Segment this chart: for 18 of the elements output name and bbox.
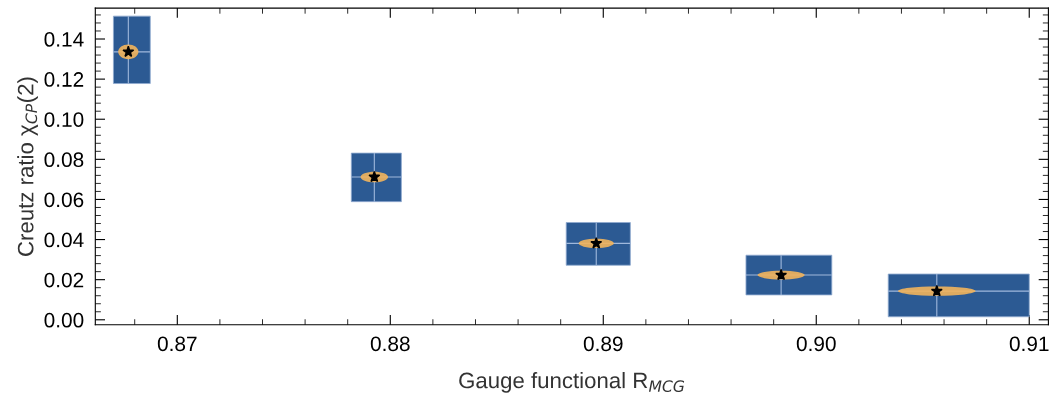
- y-tick-label: 0.06: [44, 192, 84, 208]
- y-tick-label: 0.08: [44, 152, 84, 168]
- y-tick-label: 0.00: [44, 312, 84, 328]
- y-tick-label: 0.04: [44, 232, 84, 248]
- y-tick-label: 0.10: [44, 112, 84, 127]
- point: [775, 268, 788, 281]
- x-tick-label: 0.87: [157, 336, 197, 352]
- point: [930, 284, 943, 297]
- y-axis-title: Creutz ratio χ$_{CP}$(2): [17, 77, 38, 256]
- point: [590, 237, 603, 249]
- x-axis-title: Gauge functional R$_{MCG}$: [459, 372, 685, 393]
- x-tick-label: 0.89: [583, 336, 623, 352]
- y-tick-label: 0.12: [44, 72, 84, 87]
- x-tick-label: 0.90: [796, 336, 836, 352]
- x-tick-label: 0.91: [1009, 336, 1049, 352]
- y-tick-label: 0.14: [44, 32, 84, 47]
- y-tick-label: 0.02: [44, 272, 84, 288]
- x-tick-label: 0.88: [370, 336, 410, 352]
